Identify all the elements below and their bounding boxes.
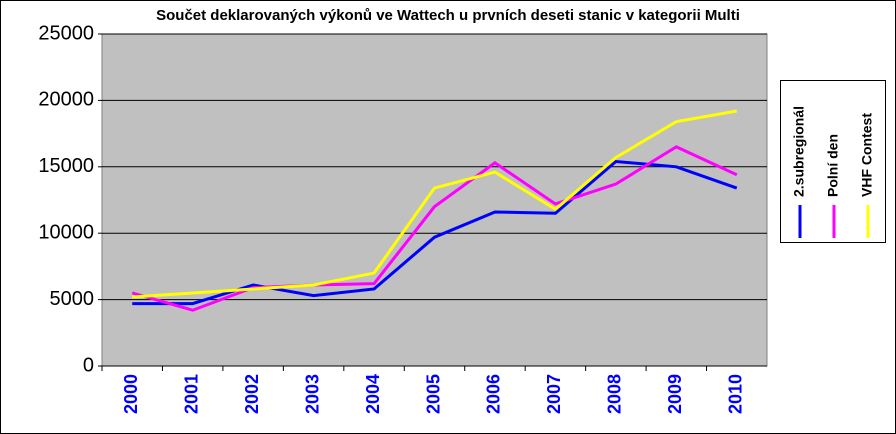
- y-tick-label: 5000: [50, 288, 95, 310]
- series-line: [132, 109, 738, 299]
- y-tick-label: 20000: [38, 89, 94, 111]
- legend-label: Polní den: [825, 134, 841, 197]
- x-tick-label: 2001: [181, 374, 201, 414]
- y-tick-label: 10000: [38, 221, 94, 243]
- x-tick-label: 2006: [484, 374, 504, 414]
- x-tick-label: 2005: [423, 374, 443, 414]
- y-tick-label: 25000: [38, 22, 94, 44]
- y-tick-label: 15000: [38, 155, 94, 177]
- x-tick-label: 2007: [544, 374, 564, 414]
- legend-label: 2.subregionál: [791, 106, 807, 197]
- plot-area: [101, 33, 768, 367]
- x-tick-label: 2000: [121, 374, 141, 414]
- legend-label: VHF Contest: [859, 113, 875, 197]
- y-tick-label: 0: [83, 354, 94, 376]
- x-tick-label: 2004: [363, 374, 383, 414]
- x-tick-label: 2010: [726, 374, 746, 414]
- x-tick-label: 2009: [665, 374, 685, 414]
- x-tick-label: 2008: [605, 374, 625, 414]
- x-tick-label: 2002: [242, 374, 262, 414]
- series-line: [131, 145, 738, 312]
- x-tick-label: 2003: [302, 374, 322, 414]
- chart-title: Součet deklarovaných výkonů ve Wattech u…: [156, 7, 740, 24]
